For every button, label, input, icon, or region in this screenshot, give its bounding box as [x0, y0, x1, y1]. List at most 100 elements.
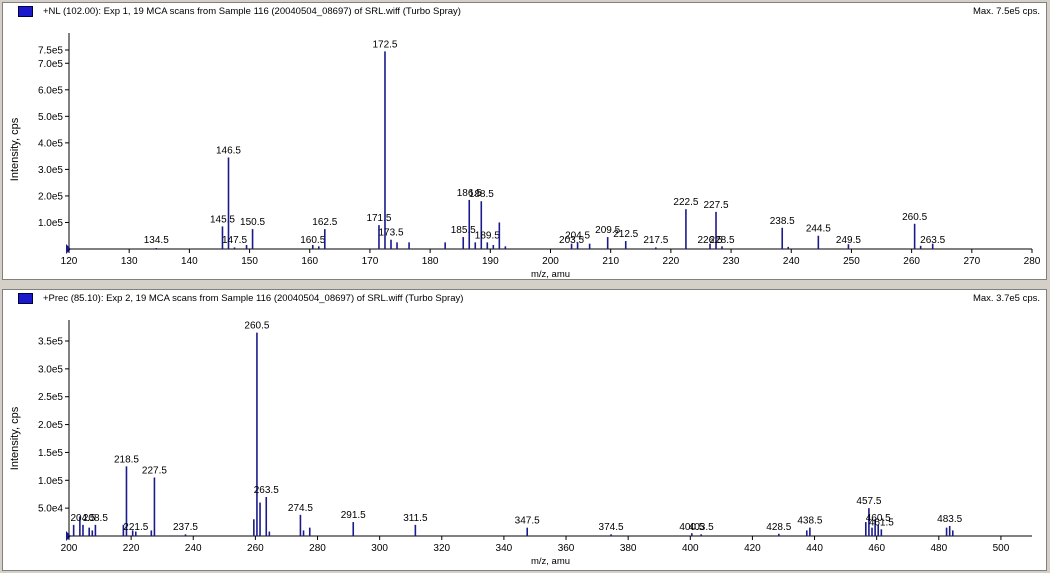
- x-tick-label: 220: [663, 256, 680, 267]
- pane-title: +Prec (85.10): Exp 2, 19 MCA scans from …: [43, 293, 464, 304]
- peak-label: 186.5: [457, 188, 482, 199]
- peak-label: 212.5: [613, 229, 638, 240]
- x-tick-label: 170: [362, 256, 379, 267]
- peak-label: 291.5: [341, 510, 366, 521]
- x-tick-label: 280: [309, 543, 326, 554]
- pane-title: +NL (102.00): Exp 1, 19 MCA scans from S…: [43, 6, 461, 17]
- peak-label: 173.5: [378, 228, 403, 239]
- x-tick-label: 180: [422, 256, 439, 267]
- x-tick-label: 260: [903, 256, 920, 267]
- peak-label: 221.5: [123, 522, 148, 533]
- x-tick-label: 320: [433, 543, 450, 554]
- peak-label: 145.5: [210, 214, 235, 225]
- peak-label: 263.5: [254, 485, 279, 496]
- x-tick-label: 340: [496, 543, 513, 554]
- spectrum-chart-1[interactable]: 120 130 140 150 160 170 180 190 200 210 220 230 240 2…: [3, 3, 1046, 279]
- y-tick-label: 6.0e5: [38, 85, 63, 96]
- trace-color-marker[interactable]: [18, 293, 33, 304]
- y-tick-label: 2.0e5: [38, 420, 63, 431]
- x-tick-label: 140: [181, 256, 198, 267]
- max-intensity-label: Max. 3.7e5 cps.: [972, 293, 1040, 304]
- peak-label: 218.5: [114, 454, 139, 465]
- x-tick-label: 230: [723, 256, 740, 267]
- spectrum-pane-1: +NL (102.00): Exp 1, 19 MCA scans from S…: [2, 2, 1047, 280]
- x-tick-label: 250: [843, 256, 860, 267]
- x-tick-label: 440: [806, 543, 823, 554]
- x-tick-label: 190: [482, 256, 499, 267]
- peak-label: 428.5: [766, 522, 791, 533]
- x-tick-label: 200: [61, 543, 78, 554]
- x-tick-label: 220: [123, 543, 140, 554]
- y-tick-label: 4.0e5: [38, 138, 63, 149]
- x-tick-label: 280: [1024, 256, 1041, 267]
- x-tick-label: 380: [620, 543, 637, 554]
- peak-label: 203.5: [559, 235, 584, 246]
- spectrum-chart-2[interactable]: 200 220 240 260 280 300 320 340 360 380 400 420 440 4…: [3, 290, 1046, 570]
- peak-label: 311.5: [403, 513, 428, 524]
- peak-label: 403.5: [689, 522, 714, 533]
- y-tick-label: 2.0e5: [38, 191, 63, 202]
- peak-label: 171.5: [366, 213, 391, 224]
- peak-label: 204.5: [70, 513, 95, 524]
- y-tick-label: 3.0e5: [38, 364, 63, 375]
- peak-label: 160.5: [300, 235, 325, 246]
- peak-label: 347.5: [515, 516, 540, 527]
- peak-label: 244.5: [806, 224, 831, 235]
- peak-label: 249.5: [836, 235, 861, 246]
- x-axis-label: m/z, amu: [531, 269, 570, 279]
- peak-label: 217.5: [643, 235, 668, 246]
- peak-label: 460.5: [866, 513, 891, 524]
- x-tick-label: 240: [185, 543, 202, 554]
- x-tick-label: 200: [542, 256, 559, 267]
- x-tick-label: 420: [744, 543, 761, 554]
- trace-color-marker[interactable]: [18, 6, 33, 17]
- peak-label: 189.5: [475, 230, 500, 241]
- peak-label: 209.5: [595, 225, 620, 236]
- peak-label: 274.5: [288, 503, 313, 514]
- peak-label: 263.5: [920, 235, 945, 246]
- x-tick-label: 210: [602, 256, 619, 267]
- y-tick-label: 7.5e5: [38, 46, 63, 57]
- peak-label: 147.5: [222, 235, 247, 246]
- y-tick-label: 3.5e5: [38, 337, 63, 348]
- y-tick-label: 5.0e4: [38, 504, 63, 515]
- y-tick-label: 1.0e5: [38, 476, 63, 487]
- x-tick-label: 400: [682, 543, 699, 554]
- y-tick-label: 1.5e5: [38, 448, 63, 459]
- peak-label: 400.5: [679, 522, 704, 533]
- x-tick-label: 270: [963, 256, 980, 267]
- peak-label: 438.5: [797, 516, 822, 527]
- peak-label: 188.5: [469, 189, 494, 200]
- peak-label: 457.5: [856, 496, 881, 507]
- peak-label: 162.5: [312, 217, 337, 228]
- x-tick-label: 460: [868, 543, 885, 554]
- peak-label: 226.5: [697, 235, 722, 246]
- peak-label: 260.5: [244, 321, 269, 332]
- peak-label: 227.5: [704, 200, 729, 211]
- peak-label: 150.5: [240, 217, 265, 228]
- x-tick-label: 240: [783, 256, 800, 267]
- y-axis-label: Intensity, cps: [9, 117, 21, 181]
- peak-label: 238.5: [770, 216, 795, 227]
- y-tick-label: 5.0e5: [38, 112, 63, 123]
- x-axis-label: m/z, amu: [531, 556, 570, 567]
- pane-header: +NL (102.00): Exp 1, 19 MCA scans from S…: [3, 3, 1046, 21]
- peak-label: 228.5: [710, 235, 735, 246]
- peak-label: 146.5: [216, 145, 241, 156]
- peak-label: 204.5: [565, 230, 590, 241]
- peak-label: 374.5: [599, 522, 624, 533]
- peak-label: 227.5: [142, 466, 167, 477]
- peak-label: 185.5: [451, 225, 476, 236]
- x-tick-label: 130: [121, 256, 138, 267]
- x-tick-label: 480: [930, 543, 947, 554]
- peak-label: 222.5: [673, 197, 698, 208]
- y-axis-label: Intensity, cps: [9, 406, 21, 470]
- y-tick-label: 7.0e5: [38, 59, 63, 70]
- peak-label: 461.5: [869, 517, 894, 528]
- peak-label: 237.5: [173, 522, 198, 533]
- spectrum-pane-2: +Prec (85.10): Exp 2, 19 MCA scans from …: [2, 289, 1047, 571]
- x-tick-label: 150: [241, 256, 258, 267]
- y-tick-label: 1.0e5: [38, 218, 63, 229]
- peak-label: 172.5: [372, 39, 397, 50]
- x-tick-label: 260: [247, 543, 264, 554]
